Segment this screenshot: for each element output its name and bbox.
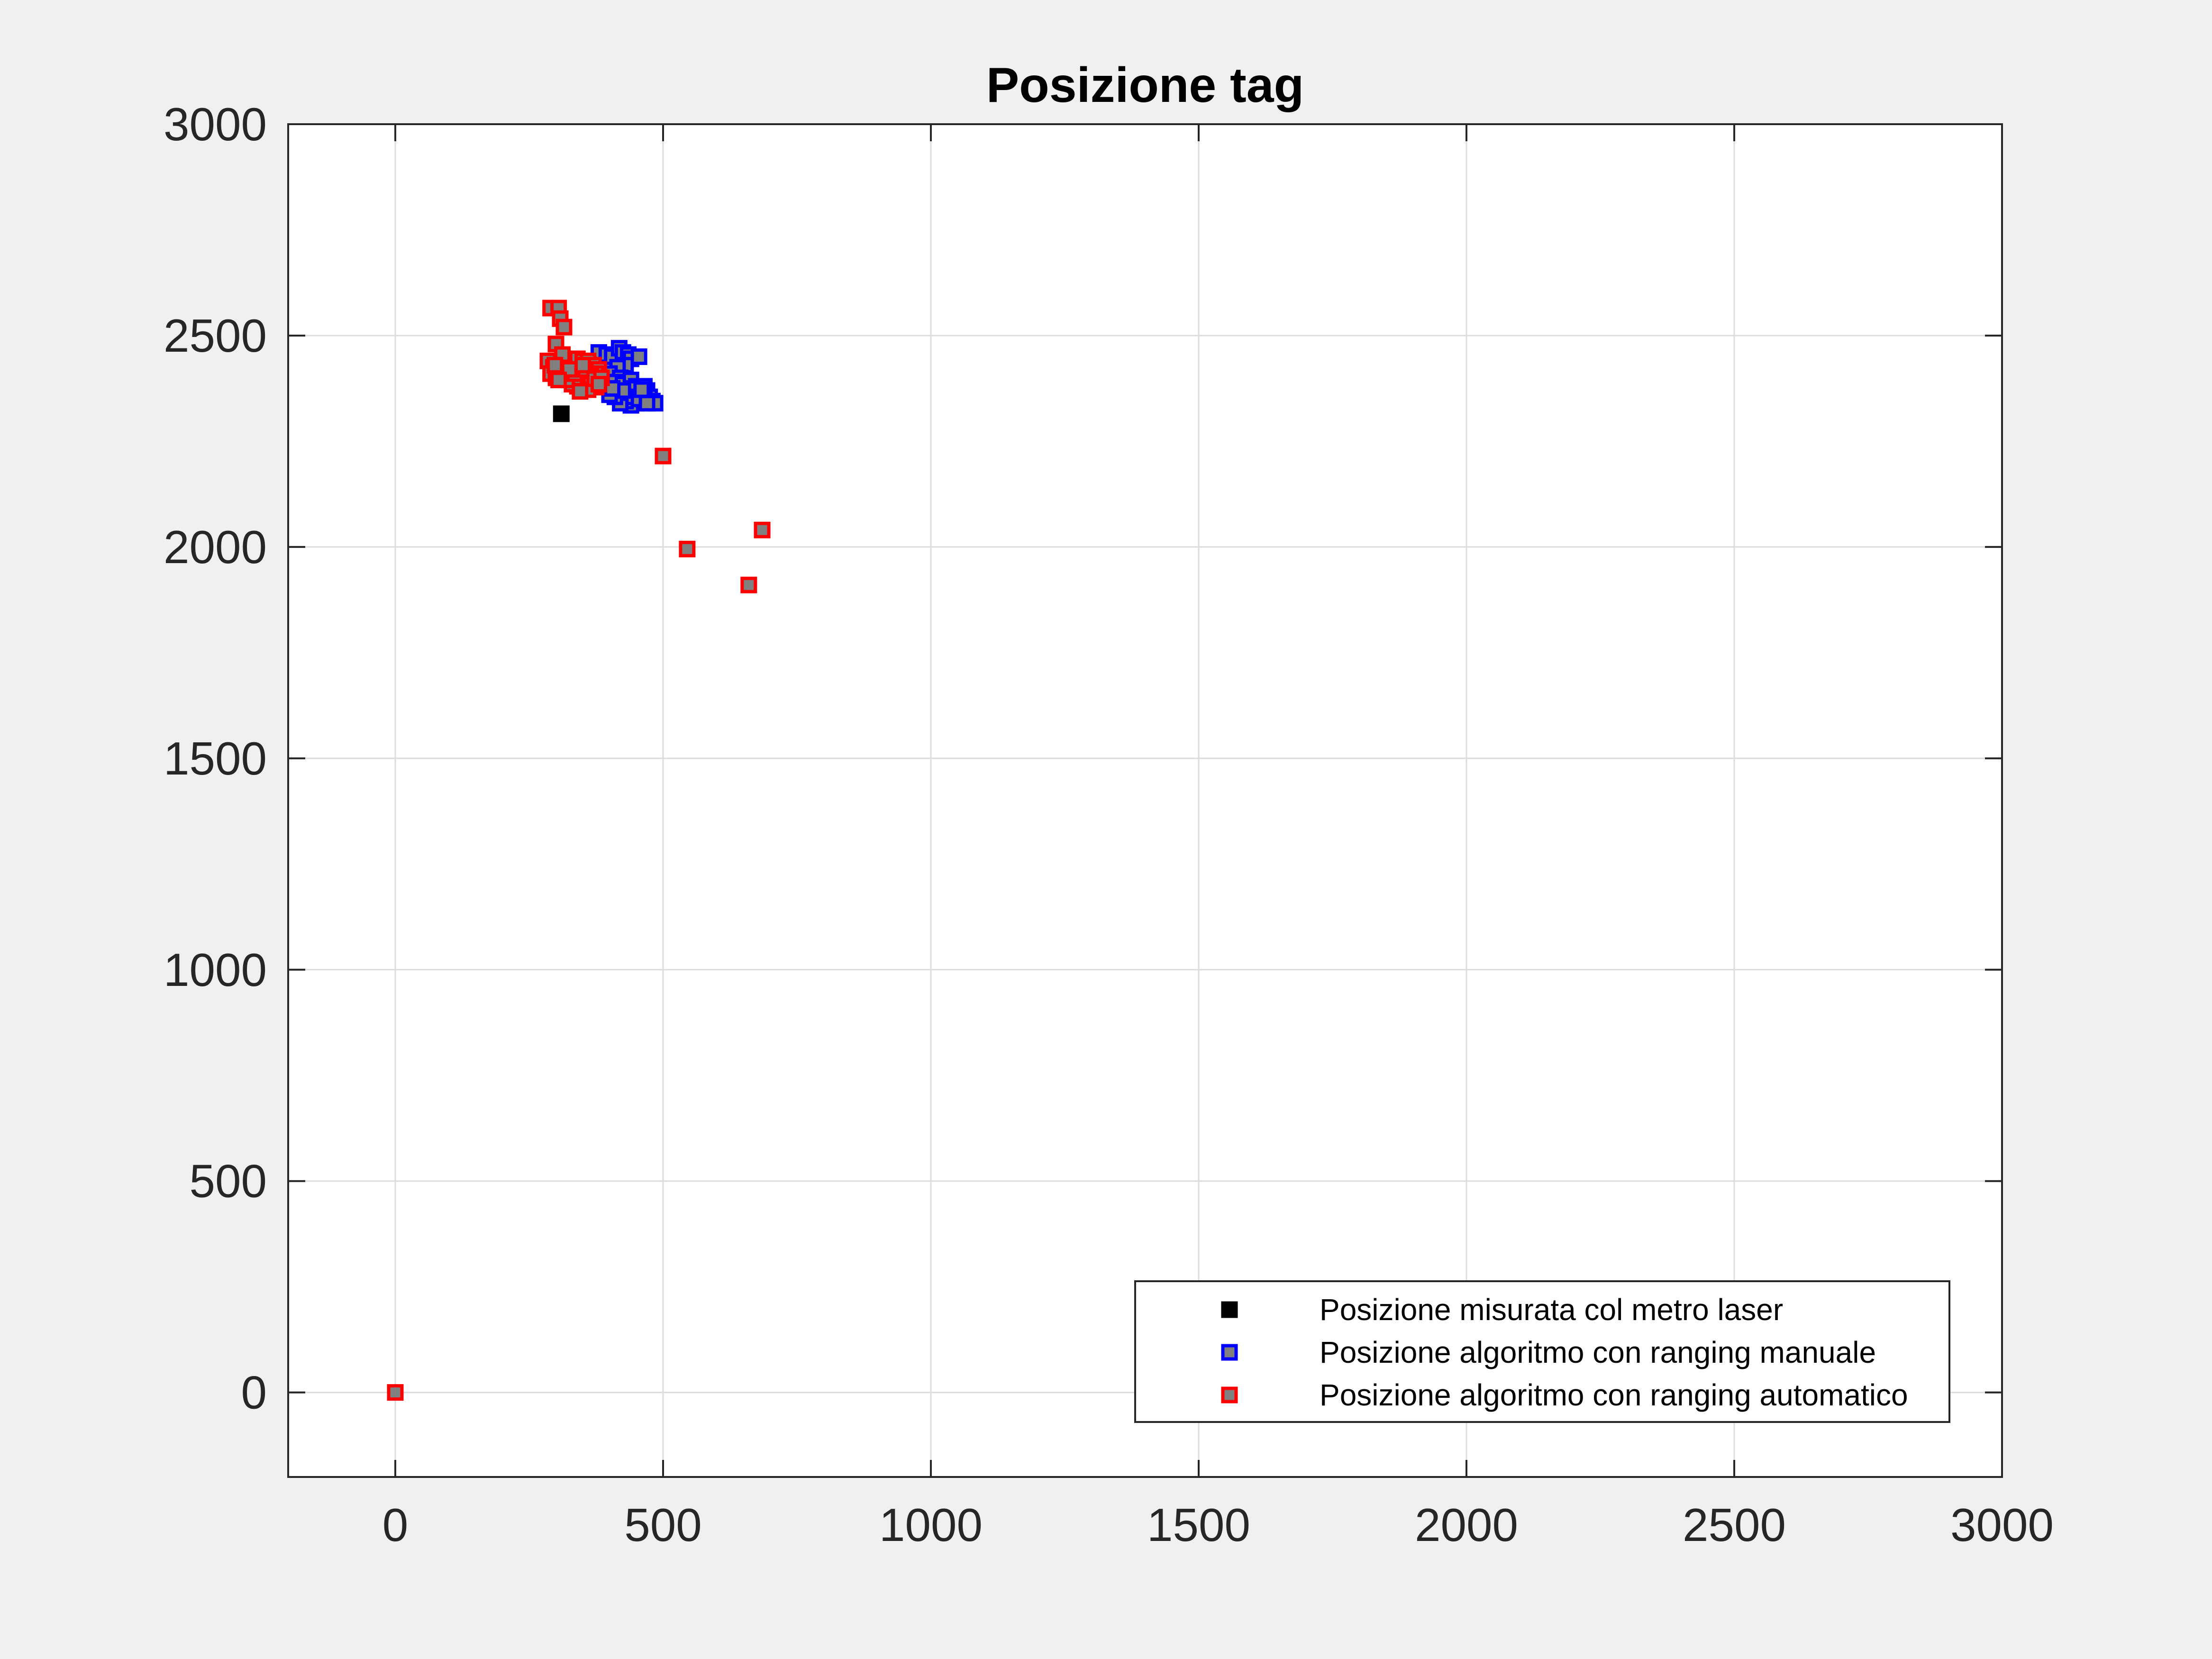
legend-marker — [1221, 1301, 1238, 1318]
series-2 — [387, 300, 771, 1401]
legend: Posizione misurata col metro laser Posizi… — [1134, 1280, 1950, 1423]
x-tick-label: 3000 — [1950, 1499, 2054, 1551]
y-tick-label: 2500 — [164, 310, 267, 362]
data-point — [740, 576, 757, 593]
data-point — [679, 540, 696, 557]
x-tick-label: 0 — [382, 1499, 409, 1551]
legend-label: Posizione misurata col metro laser — [1320, 1293, 1783, 1327]
data-point — [574, 356, 591, 374]
data-point — [633, 381, 650, 398]
data-point — [630, 348, 647, 365]
legend-marker — [1221, 1386, 1238, 1404]
series-1 — [590, 340, 664, 414]
axis-ticks — [288, 123, 2003, 1477]
axes-frame — [287, 123, 2003, 1478]
x-tick-label: 2000 — [1415, 1499, 1518, 1551]
axes-background — [288, 124, 2002, 1477]
legend-marker — [1221, 1344, 1238, 1361]
data-point — [572, 383, 589, 400]
data-point — [638, 395, 655, 412]
data-point — [555, 319, 573, 336]
data-point — [590, 376, 607, 393]
x-tick-label: 1000 — [879, 1499, 983, 1551]
y-tick-label: 1000 — [164, 944, 267, 996]
data-point — [546, 356, 564, 374]
x-tick-label: 500 — [624, 1499, 702, 1551]
legend-label: Posizione algoritmo con ranging automati… — [1320, 1378, 1908, 1412]
y-tick-label: 2000 — [164, 521, 267, 573]
y-axis-tick-labels: 0 500 1000 1500 2000 2500 3000 — [164, 98, 267, 1419]
legend-box — [1134, 1280, 1950, 1423]
data-point — [553, 405, 570, 422]
legend-label: Posizione algoritmo con ranging manuale — [1320, 1335, 1876, 1369]
y-tick-label: 3000 — [164, 98, 267, 150]
y-tick-label: 0 — [241, 1367, 267, 1419]
x-axis-tick-labels: 0 500 1000 1500 2000 2500 3000 — [382, 1499, 2054, 1551]
y-tick-label: 1500 — [164, 732, 267, 784]
data-point — [655, 447, 672, 465]
chart-title: Posizione tag — [986, 58, 1304, 113]
data-point — [550, 372, 567, 389]
series-0 — [553, 405, 570, 422]
data-point — [387, 1384, 404, 1401]
y-tick-label: 500 — [189, 1155, 267, 1207]
data-point — [754, 521, 771, 538]
x-tick-label: 2500 — [1683, 1499, 1786, 1551]
data-points — [387, 300, 771, 1401]
x-tick-label: 1500 — [1147, 1499, 1250, 1551]
